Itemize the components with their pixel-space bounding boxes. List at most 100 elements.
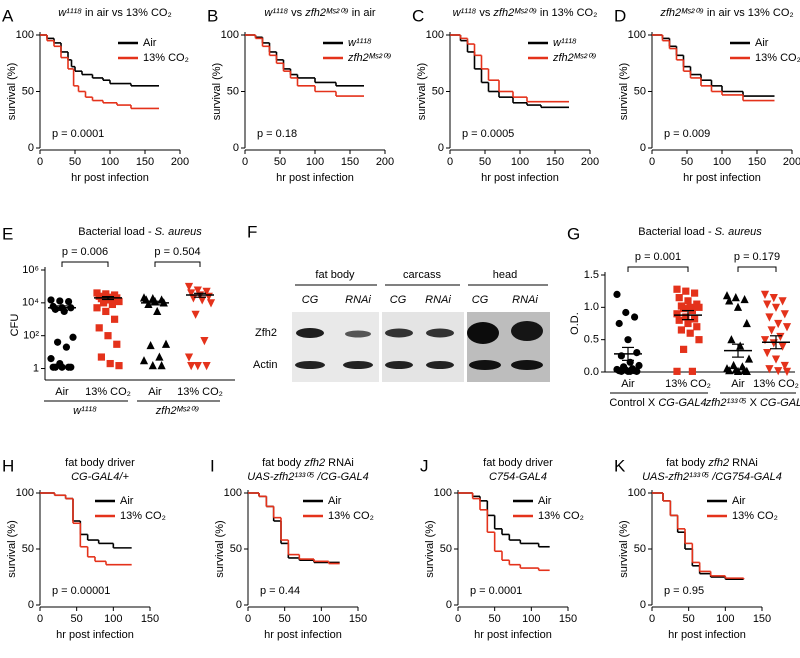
data-point <box>633 349 641 357</box>
y-tick-label: 50 <box>230 543 242 555</box>
data-point <box>93 304 101 312</box>
data-point <box>682 313 690 321</box>
x-tick-label: 0 <box>37 156 43 168</box>
data-point <box>624 336 632 344</box>
band <box>511 360 543 370</box>
x-tick-label: Air <box>731 378 745 390</box>
data-point <box>184 353 194 362</box>
data-point <box>673 310 681 318</box>
chart-title-part: zfh2ᴹˢ²⁰⁹ <box>492 7 537 19</box>
chart-title-part: fat body driver <box>65 457 135 469</box>
x-tick-label: 150 <box>748 156 766 168</box>
comparison-label: p = 0.006 <box>62 246 108 258</box>
chart-title: fat body driver <box>483 457 553 469</box>
comparison-bracket <box>61 261 109 267</box>
data-point <box>104 332 112 340</box>
panel-letter: J <box>420 456 429 475</box>
data-point <box>67 363 75 371</box>
tissue-label: head <box>493 269 517 281</box>
legend-label: Air <box>538 495 552 507</box>
data-point <box>189 294 198 303</box>
data-point <box>187 289 196 298</box>
data-point <box>684 319 692 328</box>
data-point <box>161 339 171 348</box>
x-axis-label: hr post infection <box>264 629 342 641</box>
x-tick-label: 50 <box>274 156 286 168</box>
data-point <box>740 294 749 304</box>
y-tick-label: 100 <box>16 29 34 41</box>
y-tick-label: 50 <box>634 543 646 555</box>
annotation: p = 0.0001 <box>52 128 104 140</box>
band <box>345 330 371 338</box>
comparison-label: p = 0.001 <box>635 251 681 263</box>
panel-letter: D <box>614 6 626 25</box>
y-axis-label: survival (%) <box>214 520 226 577</box>
band <box>385 361 413 369</box>
data-point <box>144 299 153 309</box>
x-tick-label: 150 <box>349 613 367 625</box>
y-tick-label: 0 <box>640 599 646 611</box>
data-point <box>95 324 103 332</box>
legend-label: 13% CO₂ <box>143 52 189 64</box>
y-tick-label: 0 <box>446 599 452 611</box>
group-label: zfh2¹³³⁰⁵ X CG-GAL4 <box>705 397 800 409</box>
x-tick-label: 200 <box>581 156 599 168</box>
chart-subtitle: C754-GAL4 <box>489 471 547 483</box>
data-point <box>47 355 55 363</box>
data-point <box>193 286 202 295</box>
data-point <box>780 310 789 319</box>
chart-title-part: Bacterial load - <box>638 226 714 238</box>
data-point <box>782 323 792 332</box>
x-tick-label: 50 <box>479 156 491 168</box>
data-point <box>733 366 743 375</box>
panel-letter: C <box>412 6 424 25</box>
panel-letter: G <box>567 224 580 243</box>
data-point <box>760 336 770 345</box>
data-point <box>778 342 787 351</box>
data-point <box>725 296 734 305</box>
annotation: p = 0.18 <box>257 128 297 140</box>
data-point <box>115 297 123 306</box>
protein-label: Actin <box>253 359 277 371</box>
legend-label: 13% CO₂ <box>755 52 800 64</box>
x-axis-label: hr post infection <box>71 172 149 184</box>
chart-title: Bacterial load - S. aureus <box>638 226 762 238</box>
x-axis-label: hr post infection <box>668 629 746 641</box>
y-tick-label: 50 <box>22 85 34 97</box>
data-point <box>675 294 683 302</box>
data-point <box>742 366 751 375</box>
x-tick-label: 0 <box>242 156 248 168</box>
chart-title-part: fat body <box>262 457 304 469</box>
panel-letter: F <box>247 222 257 241</box>
y-tick-label: 0 <box>640 142 646 154</box>
panel-letter: A <box>2 6 14 25</box>
panel-letter: E <box>2 224 13 243</box>
x-tick-label: 50 <box>69 156 81 168</box>
data-point <box>677 326 685 334</box>
x-axis-label: hr post infection <box>276 172 354 184</box>
y-tick-label: 100 <box>224 487 242 499</box>
data-point <box>635 361 643 370</box>
chart-subtitle-part: UAS-zfh2¹³³⁰⁵ /CG-GAL4 <box>247 471 369 483</box>
y-axis-label: CFU <box>9 314 21 337</box>
data-point <box>684 297 692 305</box>
data-point <box>771 355 781 364</box>
x-axis-label: hr post infection <box>481 172 559 184</box>
band <box>469 360 501 370</box>
x-axis-label: hr post infection <box>56 629 134 641</box>
data-point <box>47 296 55 304</box>
data-point <box>769 339 778 348</box>
legend-label: zfh2ᴹˢ²⁰⁹ <box>347 52 392 64</box>
chart-subtitle-part: UAS-zfh2¹³³⁰⁵ /CG754-GAL4 <box>642 471 782 483</box>
y-tick-label: 1 <box>33 362 39 374</box>
y-tick-label: 100 <box>628 487 646 499</box>
data-point <box>58 363 66 371</box>
data-point <box>776 332 785 342</box>
chart-title-part: in air vs 13% CO₂ <box>82 7 172 19</box>
x-axis-label: hr post infection <box>474 629 552 641</box>
x-tick-label: 100 <box>713 156 731 168</box>
data-point <box>760 290 770 299</box>
y-tick-label: 0 <box>236 599 242 611</box>
legend-label: 13% CO₂ <box>328 510 374 522</box>
y-tick-label: 50 <box>227 85 239 97</box>
